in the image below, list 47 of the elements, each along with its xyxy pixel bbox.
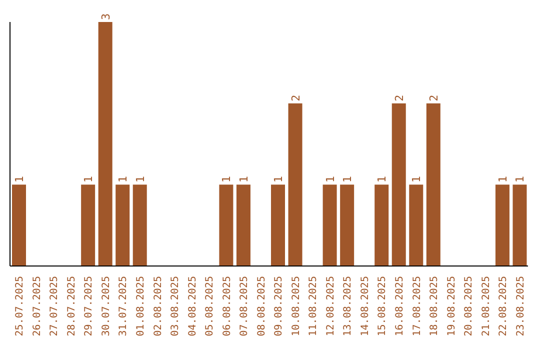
- data-label: 3: [99, 13, 112, 20]
- x-tick-label: 16.08.2025: [394, 276, 406, 336]
- x-tick-label: 06.08.2025: [222, 276, 233, 336]
- data-label: 1: [514, 176, 527, 183]
- data-label: 1: [410, 176, 424, 183]
- data-label: 1: [496, 176, 510, 183]
- x-tick-label: 13.08.2025: [342, 276, 354, 336]
- data-label: 2: [427, 94, 440, 102]
- data-label: 1: [116, 176, 130, 183]
- x-tick-label: 17.08.2025: [412, 276, 423, 336]
- x-tick-label: 01.08.2025: [136, 276, 146, 336]
- x-tick-label: 23.08.2025: [515, 276, 526, 336]
- x-tick-label: 20.08.2025: [464, 276, 475, 336]
- x-tick-label: 18.08.2025: [429, 276, 440, 336]
- x-tick-label: 11.08.2025: [308, 276, 320, 336]
- data-label: 1: [220, 176, 234, 183]
- x-tick-label: 31.07.2025: [118, 276, 130, 336]
- x-tick-label: 19.08.2025: [446, 276, 458, 336]
- data-label: 2: [289, 94, 302, 102]
- x-tick-label: 27.07.2025: [49, 276, 60, 336]
- data-label: 1: [237, 176, 250, 183]
- x-tick-label: 15.08.2025: [377, 276, 388, 336]
- x-tick-label: 29.07.2025: [84, 276, 95, 336]
- data-label: 1: [134, 176, 147, 183]
- data-label: 2: [392, 94, 406, 102]
- data-label: 1: [341, 176, 354, 183]
- x-tick-label: 22.08.2025: [498, 276, 510, 336]
- data-label: 1: [82, 176, 96, 183]
- x-tick-label: 30.07.2025: [100, 276, 112, 336]
- x-tick-label: 05.08.2025: [204, 276, 216, 336]
- x-tick-label: 14.08.2025: [360, 276, 371, 336]
- data-label: 1: [324, 176, 337, 183]
- x-tick-label: 02.08.2025: [152, 276, 164, 336]
- x-tick-label: 07.08.2025: [239, 276, 250, 336]
- x-tick-label: 10.08.2025: [290, 276, 302, 336]
- x-tick-label: 04.08.2025: [187, 276, 198, 336]
- x-tick-label: 28.07.2025: [66, 276, 78, 336]
- x-tick-label: 25.07.2025: [14, 276, 26, 336]
- x-tick-label: 03.08.2025: [170, 276, 182, 336]
- x-tick-label: 12.08.2025: [325, 276, 336, 336]
- data-label: 1: [376, 176, 389, 183]
- x-tick-label: 26.07.2025: [32, 276, 43, 336]
- data-label: 1: [272, 176, 285, 183]
- data-label: 1: [13, 176, 26, 183]
- x-tick-label: 21.08.2025: [480, 276, 492, 336]
- x-tick-label: 08.08.2025: [256, 276, 268, 336]
- x-tick-label: 09.08.2025: [274, 276, 285, 336]
